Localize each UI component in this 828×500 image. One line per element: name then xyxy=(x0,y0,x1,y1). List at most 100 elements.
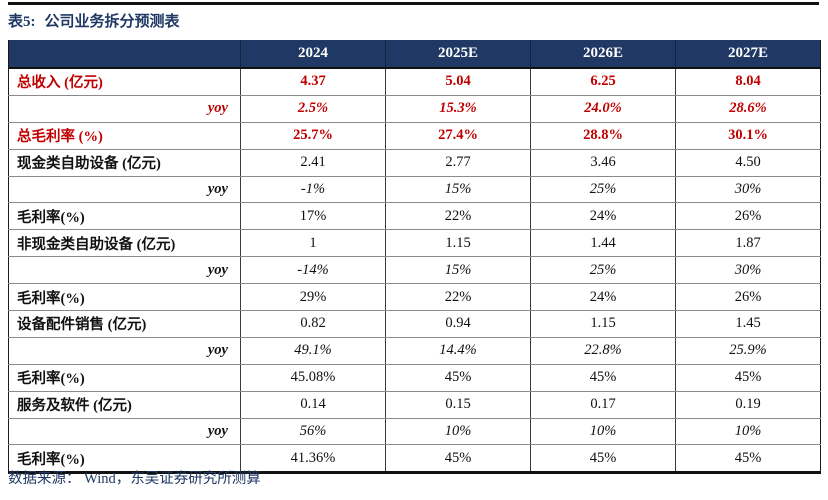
value-cell: 25% xyxy=(530,176,676,204)
value-cell: 0.17 xyxy=(530,391,676,419)
table-row: 毛利率(%) 41.36% 45% 45% 45% xyxy=(8,444,821,473)
value-cell: 26% xyxy=(675,283,821,312)
row-label-cell: 毛利率(%) xyxy=(8,283,241,312)
value-cell: 14.4% xyxy=(385,337,531,365)
value-cell: 2.77 xyxy=(385,149,531,177)
value-cell: 15.3% xyxy=(385,95,531,123)
value-cell: 1.87 xyxy=(675,229,821,258)
value-cell: 25% xyxy=(530,256,676,285)
value-cell: 45% xyxy=(530,364,676,392)
header-cell-year: 2025E xyxy=(385,40,531,69)
table-number-label: 表5: xyxy=(8,14,36,30)
value-cell: 29% xyxy=(240,283,386,312)
row-label-cell: 毛利率(%) xyxy=(8,202,241,231)
value-cell: 3.46 xyxy=(530,149,676,177)
value-cell: 30% xyxy=(675,176,821,204)
table-row: 服务及软件 (亿元) 0.14 0.15 0.17 0.19 xyxy=(8,391,821,419)
value-cell: 22% xyxy=(385,202,531,231)
row-label-cell: 现金类自助设备 (亿元) xyxy=(8,149,241,177)
value-cell: 1 xyxy=(240,229,386,258)
table-row: yoy -1% 15% 25% 30% xyxy=(8,176,821,204)
row-label-cell: 设备配件销售 (亿元) xyxy=(8,310,241,338)
table-row: yoy 2.5% 15.3% 24.0% 28.6% xyxy=(8,95,821,123)
table-row: 非现金类自助设备 (亿元) 1 1.15 1.44 1.87 xyxy=(8,229,821,258)
value-cell: -1% xyxy=(240,176,386,204)
header-cell-year: 2026E xyxy=(530,40,676,69)
value-cell: 45% xyxy=(385,444,531,473)
data-source-note: 数据来源： Wind，东吴证券研究所测算 xyxy=(8,471,261,487)
table-header-row: 2024 2025E 2026E 2027E xyxy=(8,40,821,69)
table-row: 毛利率(%) 17% 22% 24% 26% xyxy=(8,202,821,231)
value-cell: 1.44 xyxy=(530,229,676,258)
value-cell: 4.50 xyxy=(675,149,821,177)
value-cell: 10% xyxy=(530,418,676,446)
header-cell-year: 2027E xyxy=(675,40,821,69)
value-cell: 2.5% xyxy=(240,95,386,123)
row-label-cell: 总毛利率 (%) xyxy=(8,122,241,150)
value-cell: 5.04 xyxy=(385,68,531,96)
value-cell: 24.0% xyxy=(530,95,676,123)
table-title-text: 公司业务拆分预测表 xyxy=(44,14,180,30)
header-cell-year: 2024 xyxy=(240,40,386,69)
row-label-cell: 毛利率(%) xyxy=(8,364,241,392)
value-cell: 22% xyxy=(385,283,531,312)
value-cell: 1.15 xyxy=(530,310,676,338)
value-cell: 24% xyxy=(530,202,676,231)
value-cell: 17% xyxy=(240,202,386,231)
table-row: yoy -14% 15% 25% 30% xyxy=(8,256,821,285)
value-cell: 45.08% xyxy=(240,364,386,392)
forecast-table-container: 2024 2025E 2026E 2027E 总收入 (亿元) 4.37 5.04 6.25… xyxy=(8,40,821,475)
value-cell: 0.19 xyxy=(675,391,821,419)
value-cell: 28.8% xyxy=(530,122,676,150)
value-cell: 6.25 xyxy=(530,68,676,96)
value-cell: 1.15 xyxy=(385,229,531,258)
table-row: 设备配件销售 (亿元) 0.82 0.94 1.15 1.45 xyxy=(8,310,821,338)
value-cell: 45% xyxy=(734,449,762,466)
forecast-table: 2024 2025E 2026E 2027E 总收入 (亿元) 4.37 5.04 6.25… xyxy=(8,40,821,475)
row-label-cell: yoy xyxy=(8,418,241,446)
table-row: 毛利率(%) 29% 22% 24% 26% xyxy=(8,283,821,312)
row-label-cell: 毛利率(%) xyxy=(8,444,241,473)
value-cell: 25.9% xyxy=(675,337,821,365)
value-cell: 10% xyxy=(385,418,531,446)
table-row: 现金类自助设备 (亿元) 2.41 2.77 3.46 4.50 xyxy=(8,149,821,177)
table-row: yoy 56% 10% 10% 10% xyxy=(8,418,821,446)
value-cell: 0.82 xyxy=(240,310,386,338)
value-cell: 0.94 xyxy=(385,310,531,338)
value-cell: 41.36% xyxy=(240,444,386,473)
value-cell: 4.37 xyxy=(240,68,386,96)
value-cell: 15% xyxy=(385,176,531,204)
value-cell: 0.14 xyxy=(240,391,386,419)
row-label-cell: yoy xyxy=(8,337,241,365)
value-cell: 25.7% xyxy=(240,122,386,150)
value-cell: 24% xyxy=(530,283,676,312)
value-cell: 15% xyxy=(385,256,531,285)
table-body: 总收入 (亿元) 4.37 5.04 6.25 8.04 yoy 2.5% 15.3% 24.0… xyxy=(8,68,821,473)
row-label-cell: yoy xyxy=(8,256,241,285)
value-cell: 22.8% xyxy=(530,337,676,365)
value-cell: 10% xyxy=(675,418,821,446)
value-cell: 45% xyxy=(675,364,821,392)
row-label-cell: 服务及软件 (亿元) xyxy=(8,391,241,419)
table-header: 2024 2025E 2026E 2027E xyxy=(8,40,821,69)
value-cell: 0.15 xyxy=(385,391,531,419)
row-label-cell: 总收入 (亿元) xyxy=(8,68,241,96)
top-rule-divider xyxy=(8,2,819,5)
value-cell: 2.41 xyxy=(240,149,386,177)
header-cell-empty xyxy=(8,40,241,69)
value-cell: 45% xyxy=(530,444,676,473)
row-label-cell: 非现金类自助设备 (亿元) xyxy=(8,229,241,258)
table-row: 总毛利率 (%) 25.7% 27.4% 28.8% 30.1% xyxy=(8,122,821,150)
value-cell: 27.4% xyxy=(385,122,531,150)
value-cell: 8.04 xyxy=(675,68,821,96)
value-cell: 56% xyxy=(240,418,386,446)
value-cell: -14% xyxy=(240,256,386,285)
value-cell: 28.6% xyxy=(675,95,821,123)
value-cell: 49.1% xyxy=(240,337,386,365)
value-cell: 1.45 xyxy=(675,310,821,338)
value-cell: 30.1% xyxy=(675,122,821,150)
row-label-cell: yoy xyxy=(8,95,241,123)
row-label-cell: yoy xyxy=(8,176,241,204)
value-cell: 26% xyxy=(675,202,821,231)
table-row: yoy 49.1% 14.4% 22.8% 25.9% xyxy=(8,337,821,365)
